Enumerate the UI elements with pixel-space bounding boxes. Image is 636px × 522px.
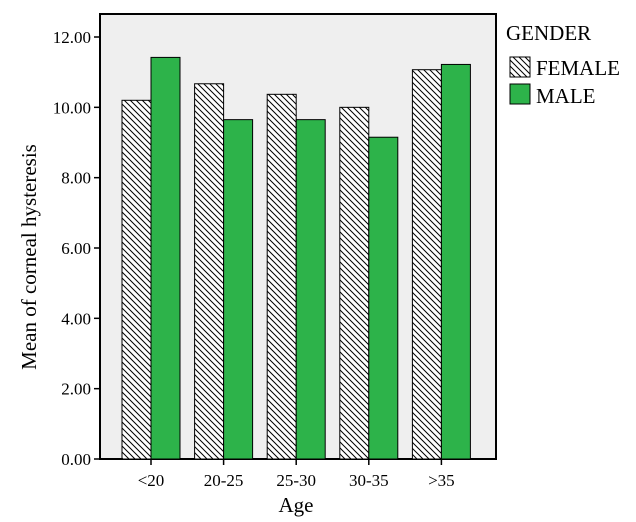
y-tick-label: 12.00 [53,28,91,47]
legend-title: GENDER [506,21,591,45]
bar-male-3 [368,136,399,460]
bars-layer [121,56,471,460]
bar-male-1 [223,119,254,460]
y-axis: 0.00 2.00 4.00 6.00 8.00 10.00 12.00 [53,28,100,469]
y-tick-label: 10.00 [53,98,91,117]
x-tick-label: 20-25 [204,471,244,490]
bar-male-2 [295,119,326,460]
y-axis-title: Mean of corneal hysteresis [17,144,41,370]
x-tick-label: >35 [428,471,455,490]
legend-swatch-male [509,83,531,105]
y-tick-label: 2.00 [61,380,91,399]
x-axis: <20 20-25 25-30 30-35 >35 [138,459,455,490]
y-tick-label: 0.00 [61,450,91,469]
bar-female-0 [121,99,152,460]
bar-male-4 [440,63,471,460]
x-tick-label: 25-30 [276,471,316,490]
legend-label-male: MALE [536,84,596,108]
y-tick-label: 8.00 [61,169,91,188]
bar-female-2 [266,93,297,460]
y-tick-label: 6.00 [61,239,91,258]
x-axis-title: Age [279,493,314,517]
legend-swatch-female [509,56,531,78]
bar-female-3 [339,106,370,460]
bar-male-0 [150,56,181,460]
legend: GENDER FEMALE MALE [506,21,620,108]
legend-label-female: FEMALE [536,56,620,80]
x-tick-label: 30-35 [349,471,389,490]
y-tick-label: 4.00 [61,309,91,328]
bar-female-1 [194,83,225,460]
x-tick-label: <20 [138,471,165,490]
bar-female-4 [411,69,442,460]
